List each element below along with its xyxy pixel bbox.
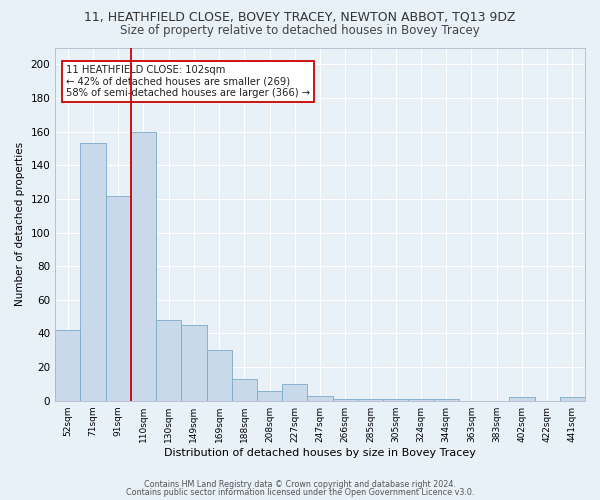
Bar [257, 390, 282, 400]
Bar [332, 399, 358, 400]
Bar [232, 379, 257, 400]
Bar [181, 325, 206, 400]
Bar [509, 398, 535, 400]
Bar [358, 399, 383, 400]
Text: Size of property relative to detached houses in Bovey Tracey: Size of property relative to detached ho… [120, 24, 480, 37]
Text: Contains public sector information licensed under the Open Government Licence v3: Contains public sector information licen… [126, 488, 474, 497]
Bar [80, 144, 106, 400]
Y-axis label: Number of detached properties: Number of detached properties [15, 142, 25, 306]
Text: Contains HM Land Registry data © Crown copyright and database right 2024.: Contains HM Land Registry data © Crown c… [144, 480, 456, 489]
Text: 11 HEATHFIELD CLOSE: 102sqm
← 42% of detached houses are smaller (269)
58% of se: 11 HEATHFIELD CLOSE: 102sqm ← 42% of det… [66, 65, 310, 98]
Bar [383, 399, 409, 400]
Bar [307, 396, 332, 400]
Bar [131, 132, 156, 400]
Bar [55, 330, 80, 400]
X-axis label: Distribution of detached houses by size in Bovey Tracey: Distribution of detached houses by size … [164, 448, 476, 458]
Bar [106, 196, 131, 400]
Bar [560, 398, 585, 400]
Bar [206, 350, 232, 401]
Bar [156, 320, 181, 400]
Bar [282, 384, 307, 400]
Bar [434, 399, 459, 400]
Text: 11, HEATHFIELD CLOSE, BOVEY TRACEY, NEWTON ABBOT, TQ13 9DZ: 11, HEATHFIELD CLOSE, BOVEY TRACEY, NEWT… [84, 11, 516, 24]
Bar [409, 399, 434, 400]
